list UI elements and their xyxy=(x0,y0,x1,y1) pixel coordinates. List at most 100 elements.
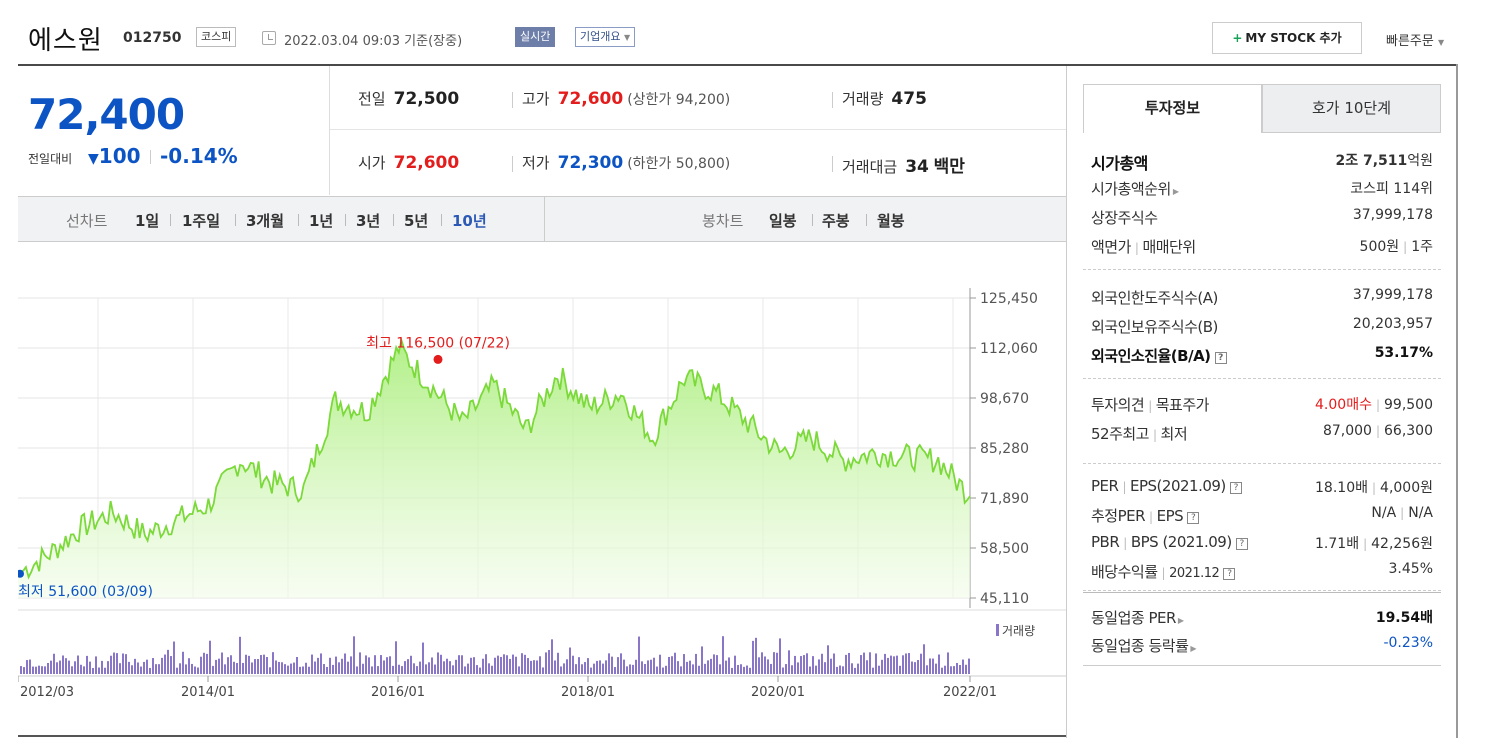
period-1y[interactable]: 1년 xyxy=(309,212,334,230)
face-value-row: 액면가 | 매매단위 500원 | 1주 xyxy=(1091,238,1433,256)
chevron-right-icon: ▶ xyxy=(1177,616,1184,625)
volume-bar xyxy=(401,666,403,674)
volume-bar xyxy=(833,653,835,674)
cap-rank-row[interactable]: 시가총액순위 ▶ 코스피 114위 xyxy=(1091,180,1433,198)
volume-bar xyxy=(515,656,517,674)
period-1w[interactable]: 1주일 xyxy=(182,212,221,230)
volume-bar xyxy=(44,666,46,674)
period-10y[interactable]: 10년 xyxy=(452,212,487,230)
tab-invest-info[interactable]: 투자정보 xyxy=(1083,84,1262,133)
volume-bar xyxy=(173,641,175,674)
period-3y[interactable]: 3년 xyxy=(356,212,381,230)
volume-bar xyxy=(812,656,814,674)
volume-bar xyxy=(566,659,568,674)
listed-shares-row: 상장주식수 37,999,178 xyxy=(1091,207,1433,227)
my-stock-add-button[interactable]: + MY STOCK 추가 xyxy=(1212,22,1362,54)
volume-legend-swatch xyxy=(996,624,999,636)
volume-bar xyxy=(698,665,700,674)
volume-bar xyxy=(746,665,748,674)
volume-bar xyxy=(476,665,478,674)
candle-weekly[interactable]: 주봉 xyxy=(822,212,850,230)
volume-bar xyxy=(434,664,436,674)
price-area xyxy=(18,340,970,598)
help-icon[interactable]: ? xyxy=(1229,482,1242,494)
volume-bar xyxy=(959,665,961,674)
volume-bar xyxy=(758,657,760,674)
volume-bar xyxy=(341,658,343,674)
x-tick-label: 2016/01 xyxy=(371,685,425,700)
week52-row: 52주최고 | 최저 87,000 | 66,300 xyxy=(1091,423,1433,443)
volume-bar xyxy=(368,657,370,674)
x-tick-label: 2020/01 xyxy=(751,685,805,700)
tab-quote-10[interactable]: 호가 10단계 xyxy=(1262,84,1441,133)
volume-bar xyxy=(965,664,967,674)
volume-bar xyxy=(176,667,178,674)
volume-bar xyxy=(35,666,37,674)
volume-bar xyxy=(686,661,688,674)
volume-bar xyxy=(794,655,796,674)
volume-bar xyxy=(215,659,217,674)
volume-bar xyxy=(881,659,883,674)
volume-bar xyxy=(65,658,67,674)
volume-bar xyxy=(851,663,853,674)
volume-bar xyxy=(275,660,277,674)
volume-bar xyxy=(836,666,838,674)
volume-bar xyxy=(242,662,244,674)
volume-bar xyxy=(821,653,823,674)
volume-bar xyxy=(80,664,82,674)
volume-bar xyxy=(695,653,697,674)
volume-bar xyxy=(50,660,52,674)
volume-bar xyxy=(536,660,538,674)
volume-bar xyxy=(512,654,514,674)
period-1d[interactable]: 1일 xyxy=(135,212,160,230)
low-annotation: 최저 51,600 (03/09) xyxy=(18,584,153,600)
volume-bar xyxy=(167,649,169,674)
volume-bar xyxy=(431,657,433,674)
volume-bar xyxy=(842,666,844,674)
volume-bar xyxy=(869,652,871,674)
candle-monthly[interactable]: 월봉 xyxy=(877,212,905,230)
volume-bar xyxy=(710,658,712,674)
company-overview-dropdown[interactable]: 기업개요 ▼ xyxy=(575,27,636,47)
volume-bar xyxy=(740,664,742,674)
volume-bar xyxy=(950,666,952,674)
volume-bar xyxy=(260,655,262,674)
volume-bar xyxy=(245,654,247,674)
open-price: 시가 72,600 xyxy=(358,153,460,173)
foreign-limit-row: 외국인한도주식수(A) 37,999,178 xyxy=(1091,287,1433,307)
volume-bar xyxy=(503,654,505,674)
volume-bar xyxy=(407,659,409,674)
est-per-row: 추정PER | EPS? N/A | N/A xyxy=(1091,505,1433,525)
volume-bar xyxy=(614,667,616,674)
period-3m[interactable]: 3개월 xyxy=(246,212,285,230)
period-5y[interactable]: 5년 xyxy=(404,212,429,230)
volume-bar xyxy=(359,652,361,674)
help-icon[interactable]: ? xyxy=(1223,568,1236,580)
volume-bar xyxy=(662,667,664,674)
volume-bar xyxy=(641,661,643,674)
volume-bar xyxy=(38,665,40,674)
sector-per-row[interactable]: 동일업종 PER ▶ 19.54배 xyxy=(1091,609,1433,627)
change-percent: -0.14% xyxy=(160,144,238,168)
sector-change-row[interactable]: 동일업종 등락률 ▶ -0.23% xyxy=(1091,635,1433,655)
volume-bar xyxy=(722,636,724,674)
volume-bar xyxy=(863,652,865,674)
volume-bar xyxy=(725,660,727,674)
volume-bar xyxy=(29,659,31,674)
volume-bar xyxy=(137,662,139,674)
candle-daily[interactable]: 일봉 xyxy=(769,212,797,230)
volume-bar xyxy=(158,664,160,674)
help-icon[interactable]: ? xyxy=(1187,512,1200,524)
help-icon[interactable]: ? xyxy=(1235,538,1248,550)
market-cap-row: 시가총액 2조 7,511억원 xyxy=(1091,153,1433,173)
quick-order-dropdown[interactable]: 빠른주문 ▼ xyxy=(1386,34,1445,49)
volume-bar xyxy=(356,666,358,674)
volume-bar xyxy=(743,666,745,674)
help-icon[interactable]: ? xyxy=(1214,352,1227,364)
volume-bar xyxy=(419,661,421,674)
volume-bar xyxy=(287,665,289,674)
volume-bar xyxy=(620,653,622,674)
volume-bar xyxy=(305,662,307,674)
volume-bar xyxy=(371,666,373,674)
volume-bar xyxy=(170,656,172,674)
